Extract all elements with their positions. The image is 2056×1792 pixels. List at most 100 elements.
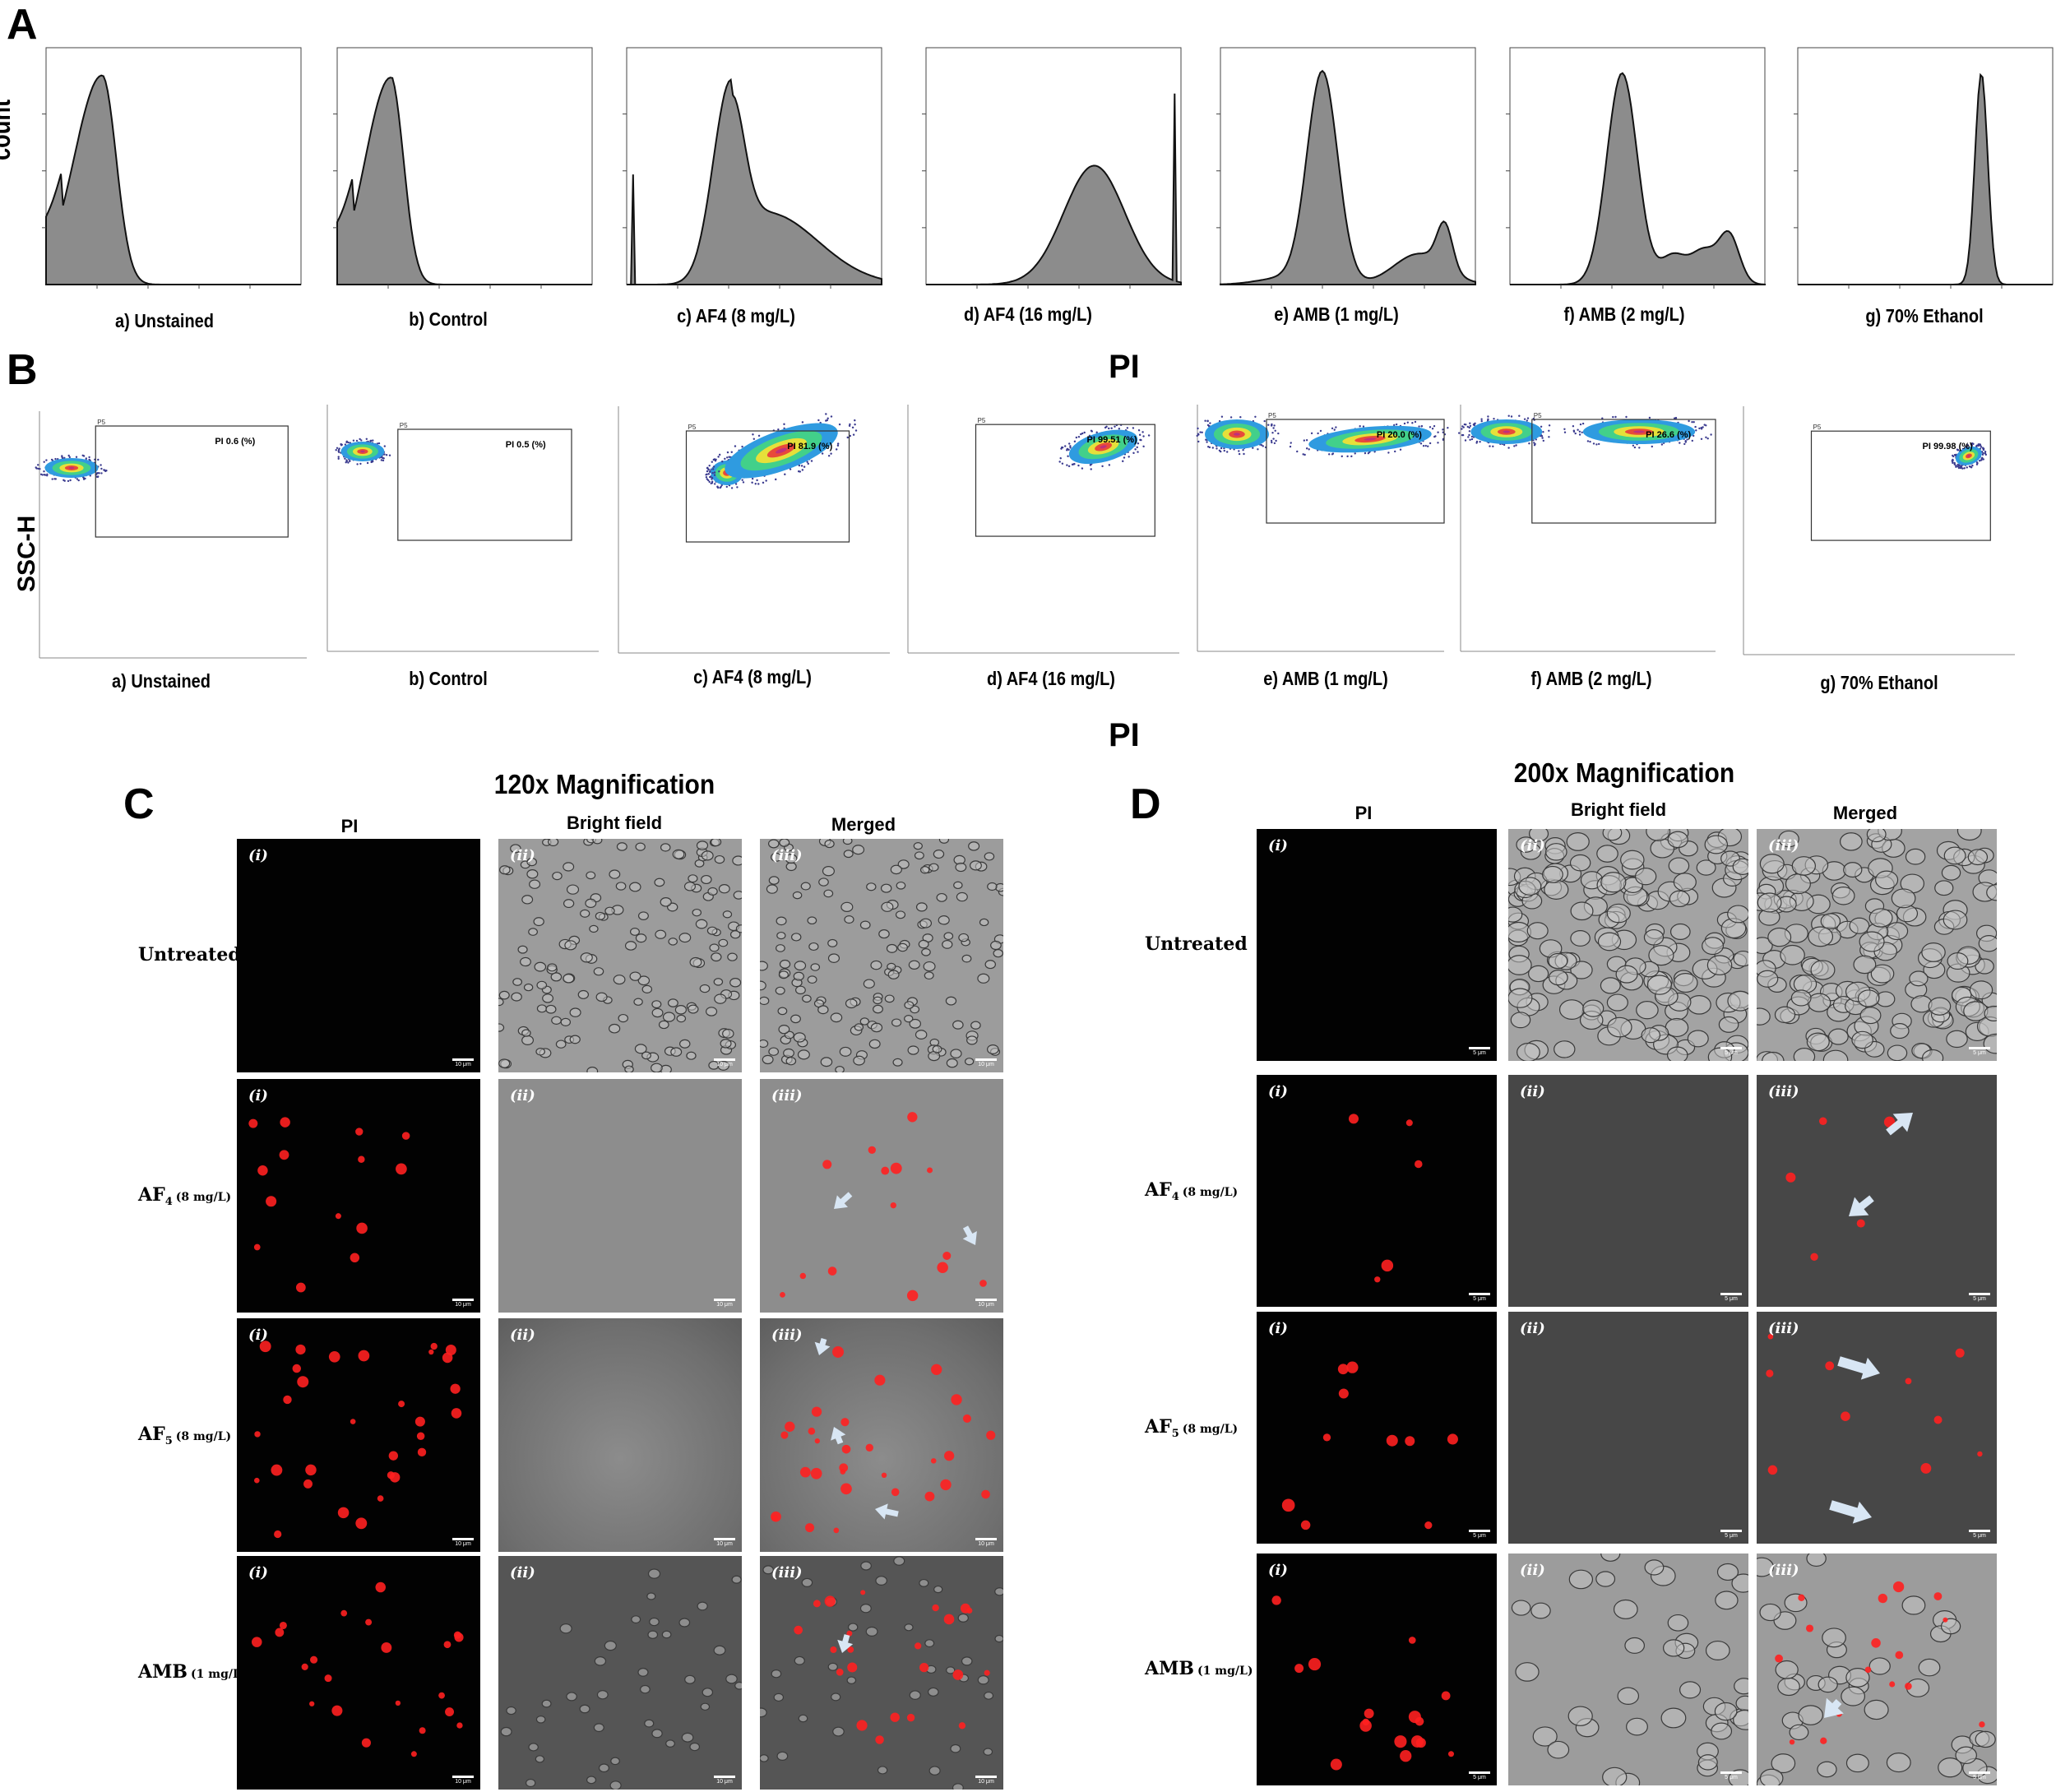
arrow-icon bbox=[814, 1341, 831, 1355]
histogram-label: g) 70% Ethanol bbox=[1865, 306, 1984, 327]
scale-bar: 10 μm bbox=[452, 1776, 474, 1785]
dotplot-2: PI 0.5 (%) P5 bbox=[326, 405, 599, 652]
arrow-icon bbox=[1849, 1197, 1869, 1216]
scale-bar-text: 10 μm bbox=[716, 1062, 733, 1067]
scale-bar-line bbox=[975, 1776, 997, 1778]
scale-bar: 5 μm bbox=[1469, 1047, 1490, 1056]
scale-bar-line bbox=[714, 1299, 735, 1301]
dotplot-label: a) Unstained bbox=[111, 671, 211, 692]
scale-bar-line bbox=[975, 1299, 997, 1301]
micrograph-2-2: (ii) 5 μm bbox=[1508, 1075, 1748, 1307]
gate-label: PI 81.9 (%) bbox=[787, 442, 832, 451]
scale-bar-text: 10 μm bbox=[455, 1779, 471, 1785]
micrograph-2-2: (ii) 10 μm bbox=[498, 1079, 742, 1313]
gate-box bbox=[397, 428, 572, 541]
row-label: AF4 (8 mg/L) bbox=[138, 1184, 231, 1208]
panel-index: (ii) bbox=[1520, 1562, 1545, 1579]
scale-bar-line bbox=[1720, 1771, 1742, 1774]
panel-index: (iii) bbox=[1768, 837, 1799, 854]
scale-bar-text: 10 μm bbox=[716, 1779, 733, 1785]
scale-bar-line bbox=[452, 1299, 474, 1301]
scale-bar: 5 μm bbox=[1969, 1293, 1990, 1302]
row-label-dose: (8 mg/L) bbox=[175, 1191, 232, 1204]
panel-index: (ii) bbox=[510, 1087, 535, 1104]
row-label-subscript: 4 bbox=[1171, 1191, 1179, 1203]
micrograph-4-2: (ii) 5 μm bbox=[1508, 1554, 1748, 1785]
histogram-label: e) AMB (1 mg/L) bbox=[1274, 304, 1399, 326]
scale-bar-text: 10 μm bbox=[716, 1541, 733, 1547]
row-label-subscript: 5 bbox=[164, 1435, 173, 1447]
arrow-icon bbox=[831, 1427, 846, 1441]
histogram-row bbox=[42, 47, 2054, 289]
scale-bar-text: 5 μm bbox=[1725, 1050, 1738, 1056]
column-pi-c: PI bbox=[340, 816, 359, 836]
scale-bar-text: 10 μm bbox=[716, 1302, 733, 1308]
panel-index: (iii) bbox=[771, 847, 803, 864]
scale-bar: 10 μm bbox=[452, 1538, 474, 1547]
panel-index: (iii) bbox=[771, 1564, 803, 1581]
column-brightfield-d: Bright field bbox=[1570, 799, 1667, 820]
gate-label: PI 20.0 (%) bbox=[1377, 430, 1422, 440]
micrograph-3-3: (iii) 5 μm bbox=[1757, 1312, 1997, 1544]
panel-index: (iii) bbox=[1768, 1562, 1799, 1579]
arrow-icon bbox=[837, 1639, 854, 1653]
scale-bar-text: 5 μm bbox=[1473, 1775, 1486, 1780]
histogram-3 bbox=[623, 47, 882, 289]
panel-index: (iii) bbox=[1768, 1320, 1799, 1337]
scale-bar-text: 10 μm bbox=[978, 1062, 994, 1067]
gate-name: P5 bbox=[1534, 412, 1542, 419]
scale-bar: 10 μm bbox=[714, 1776, 735, 1785]
gate-box bbox=[1810, 430, 1991, 541]
histogram-2 bbox=[333, 47, 593, 289]
scale-bar-text: 10 μm bbox=[978, 1302, 994, 1308]
micrograph-2-3: (iii) 10 μm bbox=[760, 1079, 1003, 1313]
scale-bar: 10 μm bbox=[975, 1776, 997, 1785]
row-label-dose: (8 mg/L) bbox=[1182, 1423, 1239, 1436]
scale-bar: 10 μm bbox=[714, 1299, 735, 1308]
micrograph-2-1: (i) 5 μm bbox=[1257, 1075, 1497, 1307]
scale-bar-line bbox=[975, 1538, 997, 1540]
gate-label: PI 0.6 (%) bbox=[215, 437, 255, 447]
dotplot-4: PI 99.51 (%) P5 bbox=[907, 405, 1179, 654]
gate-label: PI 0.5 (%) bbox=[506, 440, 546, 450]
panel-index: (i) bbox=[1268, 1562, 1288, 1579]
scale-bar: 5 μm bbox=[1469, 1530, 1490, 1539]
scale-bar-text: 10 μm bbox=[978, 1779, 994, 1785]
scale-bar-line bbox=[714, 1776, 735, 1778]
scale-bar-text: 10 μm bbox=[455, 1541, 471, 1547]
arrow-icon bbox=[1860, 1357, 1880, 1380]
arrow-icon bbox=[1824, 1697, 1844, 1718]
panel-index: (iii) bbox=[1768, 1083, 1799, 1100]
micrograph-3-1: (i) 10 μm bbox=[237, 1318, 480, 1552]
panel-letter-a: A bbox=[7, 1, 38, 49]
scale-bar: 10 μm bbox=[975, 1058, 997, 1067]
micrograph-2-3: (iii) 5 μm bbox=[1757, 1075, 1997, 1307]
histogram-4 bbox=[922, 47, 1182, 289]
panel-index: (i) bbox=[1268, 837, 1288, 854]
dotplot-3: PI 81.9 (%) P5 bbox=[618, 406, 890, 654]
column-pi-d: PI bbox=[1354, 803, 1373, 823]
scale-bar-line bbox=[1720, 1293, 1742, 1295]
scale-bar-line bbox=[452, 1776, 474, 1778]
magnification-d: 200x Magnification bbox=[1513, 758, 1735, 789]
arrow-icon bbox=[834, 1195, 848, 1209]
micrograph-4-3: (iii) 10 μm bbox=[760, 1556, 1003, 1790]
row-label: Untreated bbox=[1145, 933, 1248, 955]
scale-bar-text: 5 μm bbox=[1973, 1775, 1986, 1780]
row-label-name: AF bbox=[1145, 1416, 1172, 1438]
micrograph-4-2: (ii) 10 μm bbox=[498, 1556, 742, 1790]
row-label: AF4 (8 mg/L) bbox=[1145, 1179, 1238, 1203]
histogram-label: a) Unstained bbox=[114, 311, 215, 332]
scale-bar-line bbox=[1469, 1047, 1490, 1049]
row-label-dose: (1 mg/L) bbox=[191, 1668, 247, 1681]
panel-letter-b: B bbox=[7, 346, 38, 394]
scale-bar: 10 μm bbox=[714, 1538, 735, 1547]
row-label-dose: (8 mg/L) bbox=[1182, 1186, 1239, 1199]
histogram-label: b) Control bbox=[409, 309, 488, 331]
scale-bar: 10 μm bbox=[452, 1058, 474, 1067]
micrograph-3-2: (ii) 5 μm bbox=[1508, 1312, 1748, 1544]
scale-bar-text: 10 μm bbox=[455, 1062, 471, 1067]
arrow-icon bbox=[1892, 1113, 1913, 1132]
gate-name: P5 bbox=[97, 419, 105, 426]
